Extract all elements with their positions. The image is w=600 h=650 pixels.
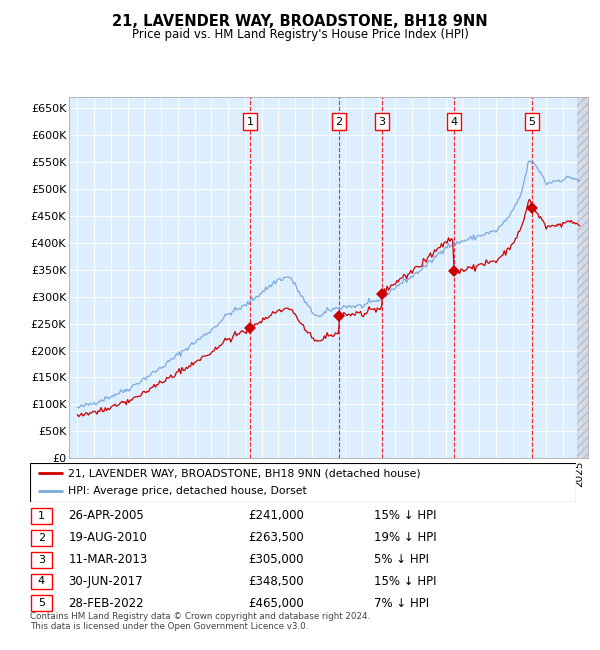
Text: 3: 3 [379,117,385,127]
Text: 19% ↓ HPI: 19% ↓ HPI [374,531,437,544]
Text: 21, LAVENDER WAY, BROADSTONE, BH18 9NN (detached house): 21, LAVENDER WAY, BROADSTONE, BH18 9NN (… [68,469,421,478]
Text: Price paid vs. HM Land Registry's House Price Index (HPI): Price paid vs. HM Land Registry's House … [131,28,469,41]
Text: £241,000: £241,000 [248,510,304,523]
Text: 15% ↓ HPI: 15% ↓ HPI [374,575,436,588]
Text: 4: 4 [451,117,458,127]
Text: £348,500: £348,500 [248,575,304,588]
Text: 5: 5 [529,117,536,127]
Text: 28-FEB-2022: 28-FEB-2022 [68,597,144,610]
Text: 1: 1 [247,117,253,127]
Text: 5: 5 [38,599,45,608]
Text: 1: 1 [38,511,45,521]
Text: 3: 3 [38,554,45,565]
Text: 4: 4 [38,577,45,586]
Text: 5% ↓ HPI: 5% ↓ HPI [374,553,429,566]
Bar [31,530,52,545]
Text: 26-APR-2005: 26-APR-2005 [68,510,144,523]
Bar [31,508,52,524]
Text: 2: 2 [335,117,343,127]
Bar [577,98,588,458]
Text: 7% ↓ HPI: 7% ↓ HPI [374,597,429,610]
Bar [31,574,52,590]
Text: This data is licensed under the Open Government Licence v3.0.: This data is licensed under the Open Gov… [30,622,308,631]
Text: 19-AUG-2010: 19-AUG-2010 [68,531,147,544]
Bar [31,552,52,567]
Text: 30-JUN-2017: 30-JUN-2017 [68,575,143,588]
Text: 15% ↓ HPI: 15% ↓ HPI [374,510,436,523]
Text: Contains HM Land Registry data © Crown copyright and database right 2024.: Contains HM Land Registry data © Crown c… [30,612,370,621]
Text: 21, LAVENDER WAY, BROADSTONE, BH18 9NN: 21, LAVENDER WAY, BROADSTONE, BH18 9NN [112,14,488,29]
Bar [577,98,588,458]
Text: 11-MAR-2013: 11-MAR-2013 [68,553,148,566]
Text: 2: 2 [38,533,45,543]
Text: £305,000: £305,000 [248,553,304,566]
Text: HPI: Average price, detached house, Dorset: HPI: Average price, detached house, Dors… [68,486,307,496]
Text: £465,000: £465,000 [248,597,304,610]
Bar [31,595,52,611]
Text: £263,500: £263,500 [248,531,304,544]
